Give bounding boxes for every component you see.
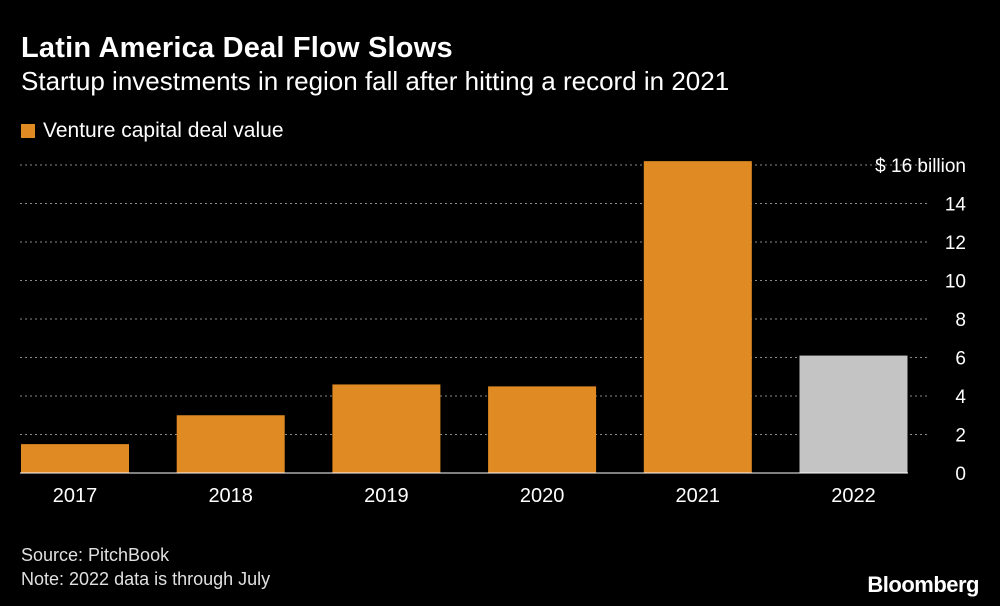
bar-2019 xyxy=(332,384,441,473)
chart-title: Latin America Deal Flow Slows xyxy=(21,32,453,64)
legend: Venture capital deal value xyxy=(21,119,284,143)
footnotes: Source: PitchBook Note: 2022 data is thr… xyxy=(21,543,270,591)
x-tick-label: 2020 xyxy=(520,485,565,507)
x-tick-label: 2022 xyxy=(831,485,876,507)
x-tick-label: 2018 xyxy=(208,485,253,507)
y-tick-label: 0 xyxy=(955,464,966,485)
y-tick-label: 8 xyxy=(955,310,966,331)
bar-2018 xyxy=(176,415,285,473)
x-tick-label: 2019 xyxy=(364,485,409,507)
bar-2021 xyxy=(643,161,752,473)
y-tick-label: 10 xyxy=(945,272,966,293)
y-tick-label: $ 16 billion xyxy=(875,156,966,177)
legend-swatch xyxy=(21,124,35,138)
bloomberg-logo: Bloomberg xyxy=(867,572,979,597)
y-tick-label: 4 xyxy=(955,387,966,408)
y-tick-label: 12 xyxy=(945,233,966,254)
chart-subtitle: Startup investments in region fall after… xyxy=(21,66,730,96)
y-tick-label: 14 xyxy=(945,195,967,216)
bar-2020 xyxy=(488,386,597,473)
x-tick-label: 2017 xyxy=(53,485,98,507)
x-tick-label: 2021 xyxy=(676,485,721,507)
y-tick-label: 2 xyxy=(955,426,966,447)
source-note: Source: PitchBook xyxy=(21,545,170,565)
bar-2022 xyxy=(799,355,908,473)
y-tick-label: 6 xyxy=(955,349,966,370)
bar-2017 xyxy=(21,444,129,473)
legend-label: Venture capital deal value xyxy=(43,119,284,142)
data-note: Note: 2022 data is through July xyxy=(21,569,271,589)
